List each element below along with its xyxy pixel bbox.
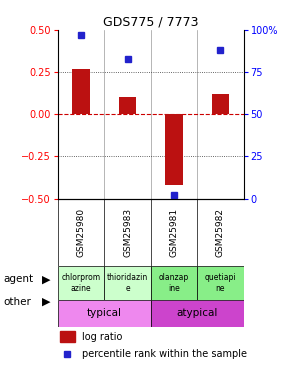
Bar [104,266,151,300]
Bar [58,300,151,327]
Bar [60,331,75,342]
Text: GSM25983: GSM25983 [123,208,132,257]
Text: typical: typical [87,308,122,318]
Text: ▶: ▶ [42,297,51,307]
Text: quetiapi
ne: quetiapi ne [204,273,236,292]
Text: log ratio: log ratio [82,332,122,342]
Text: agent: agent [3,274,33,284]
Bar [151,266,197,300]
Bar [58,266,104,300]
Text: percentile rank within the sample: percentile rank within the sample [82,350,247,360]
Text: thioridazin
e: thioridazin e [107,273,148,292]
Text: GSM25981: GSM25981 [169,208,179,257]
Text: GSM25982: GSM25982 [216,208,225,257]
Bar [119,98,136,114]
Title: GDS775 / 7773: GDS775 / 7773 [103,16,199,29]
Text: ▶: ▶ [42,274,51,284]
Bar [165,114,183,185]
Bar [212,94,229,114]
Bar [197,266,244,300]
Text: other: other [3,297,31,307]
Bar [72,69,90,114]
Text: chlorprom
azine: chlorprom azine [62,273,101,292]
Text: GSM25980: GSM25980 [77,208,86,257]
Bar [151,300,244,327]
Text: olanzap
ine: olanzap ine [159,273,189,292]
Text: atypical: atypical [177,308,218,318]
